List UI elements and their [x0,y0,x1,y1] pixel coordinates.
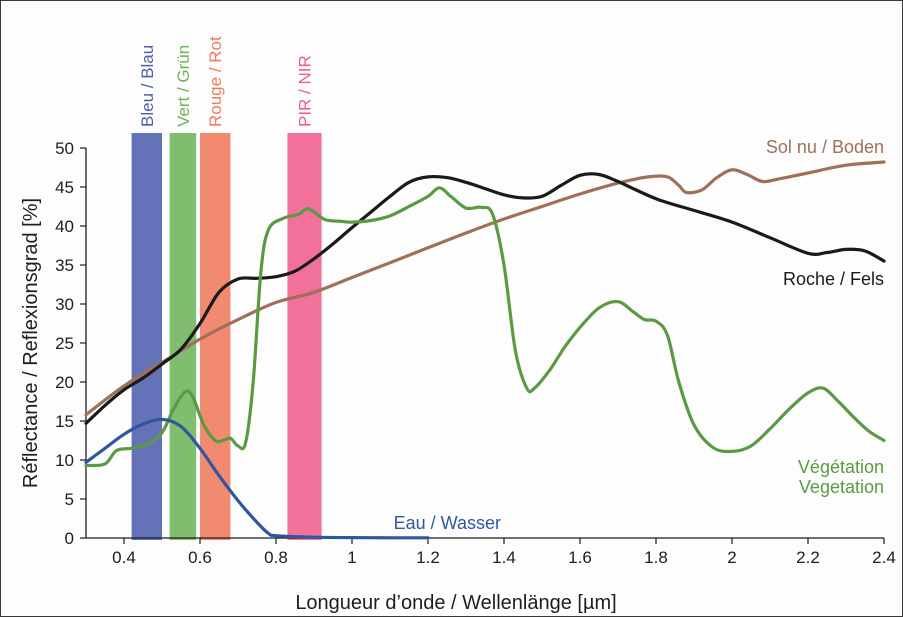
y-tick-label: 45 [55,178,74,197]
x-tick-label: 1.2 [416,548,440,567]
y-tick-label: 40 [55,217,74,236]
x-tick-label: 0.6 [188,548,212,567]
y-tick-label: 0 [65,529,74,548]
series-labels: Sol nu / Boden Roche / Fels VégétationVege… [394,137,884,533]
series-line-eau-wasser [84,417,430,540]
y-tick-label: 25 [55,334,74,353]
axis-ticks: 0.4 0.6 0.8 1 1.2 1.4 1.6 1.8 2 2.2 2.4 0 5 10 15 20 25 3… [55,139,896,567]
band-label-vert-grun: Vert / Grün [174,45,193,127]
x-tick-label: 1.8 [644,548,668,567]
y-tick-label: 35 [55,256,74,275]
series-line-roche-fels [84,172,886,425]
y-tick-label: 15 [55,412,74,431]
series-label-eau-wasser: Eau / Wasser [394,513,501,533]
x-tick-label: 1.6 [568,548,592,567]
y-tick-label: 5 [65,490,74,509]
series-line-vegetation-vegetation [84,186,886,468]
y-tick-label: 30 [55,295,74,314]
band-bleu-blau [131,133,162,540]
x-tick-label: 2.2 [796,548,820,567]
x-tick-label: 0.8 [264,548,288,567]
x-tick-label: 0.4 [112,548,136,567]
series-label-sol-nu-boden: Sol nu / Boden [766,137,884,157]
band-label-bleu-blau: Bleu / Blau [138,45,157,127]
y-tick-label: 50 [55,139,74,158]
band-label-rouge-rot: Rouge / Rot [206,36,225,127]
y-tick-label: 10 [55,451,74,470]
band-pir-nir [287,133,322,540]
x-tick-label: 2 [727,548,736,567]
x-tick-label: 1 [347,548,356,567]
series-label-vegetation-vegetation: Végétation [798,457,884,477]
series-lines [84,160,886,540]
band-label-pir-nir: PIR / NIR [296,55,315,127]
y-axis-title: Réflectance / Reflexionsgrad [%] [20,198,42,488]
y-tick-label: 20 [55,373,74,392]
x-tick-label: 1.4 [492,548,516,567]
x-tick-label: 2.4 [872,548,896,567]
x-axis-title: Longueur d’onde / Wellenlänge [µm] [295,592,616,614]
series-label-roche-fels: Roche / Fels [783,269,884,289]
spectral-bands: Bleu / Blau Vert / Grün Rouge / Rot PIR / N… [131,36,322,540]
series-label-vegetation-vegetation: Vegetation [799,477,884,497]
